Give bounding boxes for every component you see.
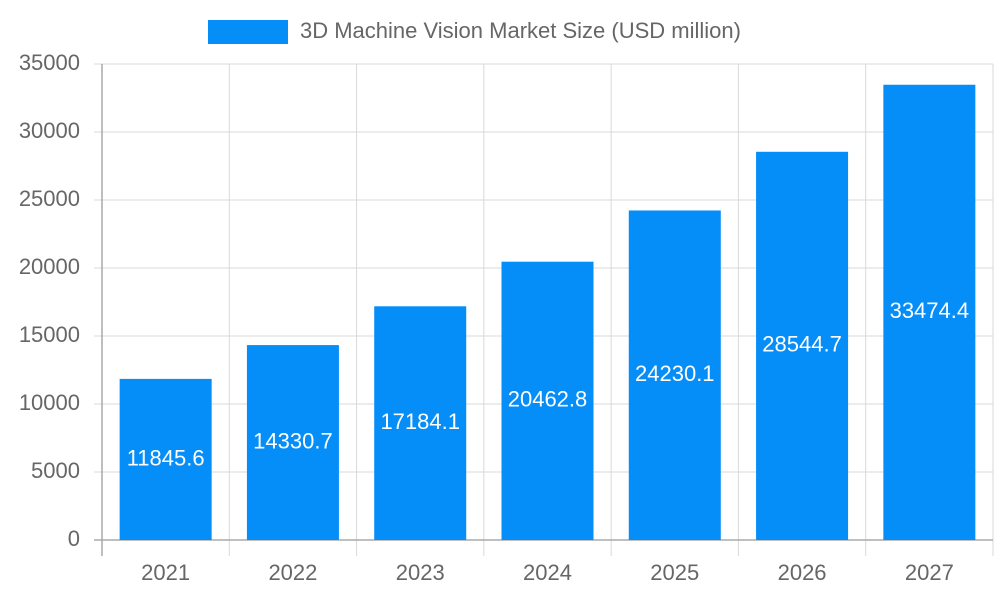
x-tick-label: 2025 [650, 560, 699, 585]
legend-label: 3D Machine Vision Market Size (USD milli… [300, 18, 741, 43]
bar [756, 151, 849, 540]
y-tick-label: 20000 [19, 254, 80, 279]
data-label: 20462.8 [508, 387, 588, 412]
x-tick-label: 2022 [268, 560, 317, 585]
bar [374, 306, 467, 540]
x-tick-label: 2027 [905, 560, 954, 585]
y-tick-label: 30000 [19, 118, 80, 143]
x-tick-label: 2024 [523, 560, 572, 585]
bar [246, 345, 339, 540]
y-tick-label: 0 [68, 526, 80, 551]
data-label: 33474.4 [890, 298, 970, 323]
data-label: 24230.1 [635, 361, 715, 386]
y-tick-label: 25000 [19, 186, 80, 211]
data-label: 14330.7 [253, 428, 333, 453]
data-label: 28544.7 [762, 332, 842, 357]
bar [628, 210, 721, 540]
data-label: 17184.1 [380, 409, 460, 434]
y-tick-label: 15000 [19, 322, 80, 347]
x-tick-label: 2021 [141, 560, 190, 585]
y-tick-label: 5000 [31, 458, 80, 483]
bar [119, 378, 212, 540]
legend-swatch [208, 20, 288, 44]
bar [501, 261, 594, 540]
bar [883, 84, 976, 540]
data-label: 11845.6 [127, 445, 205, 470]
x-tick-label: 2023 [396, 560, 445, 585]
y-tick-label: 35000 [19, 50, 80, 75]
x-tick-label: 2026 [778, 560, 827, 585]
y-tick-label: 10000 [19, 390, 80, 415]
